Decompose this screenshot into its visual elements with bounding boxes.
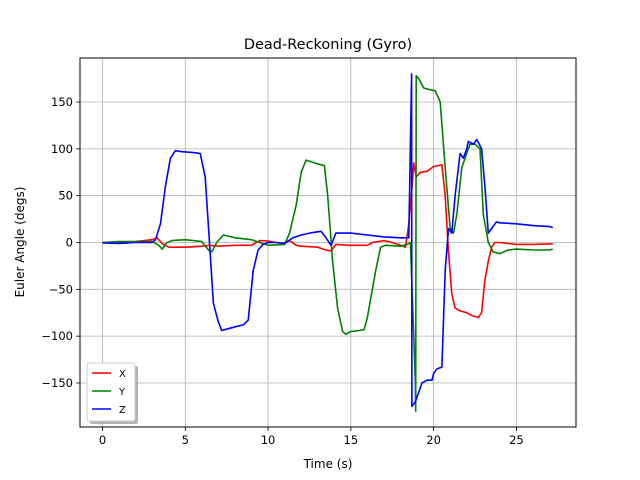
series-line-y bbox=[102, 75, 554, 412]
y-axis: −150 −100 −50 0 50 100 150 bbox=[41, 95, 80, 390]
series-line-z bbox=[102, 73, 554, 408]
x-tick-label: 0 bbox=[99, 433, 106, 447]
x-tick-label: 15 bbox=[344, 433, 359, 447]
legend-label-z: Z bbox=[119, 405, 126, 416]
chart-title: Dead-Reckoning (Gyro) bbox=[244, 37, 412, 53]
y-tick-label: 100 bbox=[51, 142, 73, 156]
y-tick-label: −150 bbox=[41, 376, 73, 390]
plot-lines bbox=[102, 73, 554, 412]
x-tick-label: 25 bbox=[509, 433, 524, 447]
y-axis-label: Euler Angle (degs) bbox=[13, 187, 27, 298]
legend: XYZ bbox=[86, 362, 138, 424]
y-tick-label: 150 bbox=[51, 95, 73, 109]
legend-label-y: Y bbox=[118, 387, 126, 398]
x-axis: 0 5 10 15 20 25 bbox=[99, 427, 524, 447]
series-line-x bbox=[102, 162, 553, 319]
legend-box bbox=[86, 362, 136, 422]
legend-label-x: X bbox=[119, 369, 126, 380]
x-tick-label: 20 bbox=[426, 433, 441, 447]
y-tick-label: 50 bbox=[58, 189, 73, 203]
x-axis-label: Time (s) bbox=[303, 457, 353, 471]
y-tick-label: 0 bbox=[66, 236, 73, 250]
x-tick-label: 10 bbox=[261, 433, 276, 447]
y-tick-label: −100 bbox=[41, 329, 73, 343]
x-tick-label: 5 bbox=[182, 433, 189, 447]
y-tick-label: −50 bbox=[49, 282, 73, 296]
